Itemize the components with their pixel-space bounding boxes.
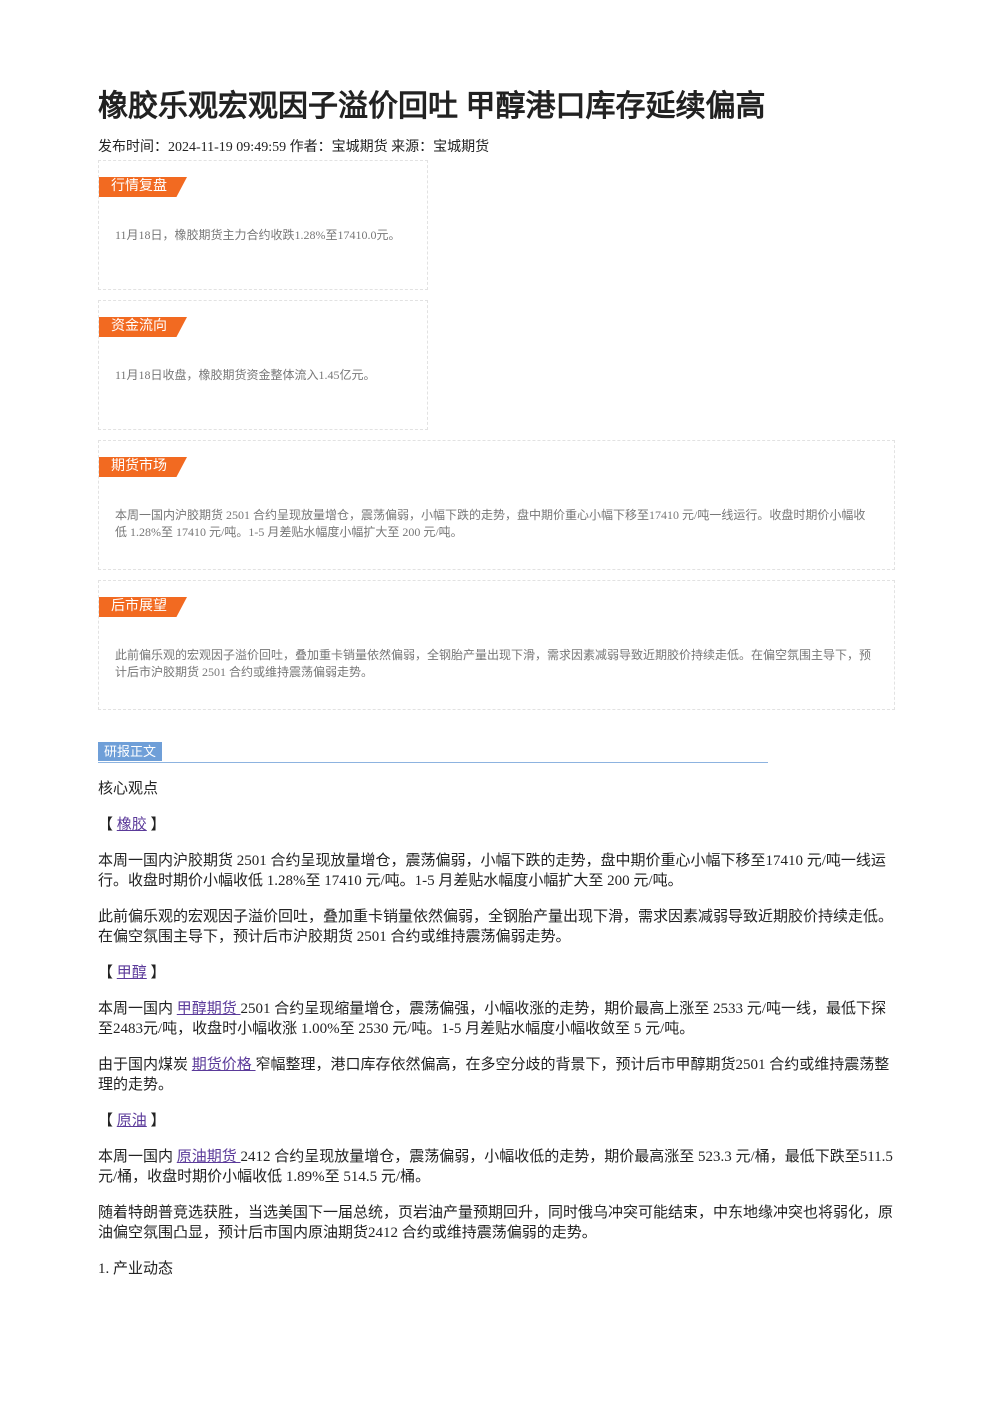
link[interactable]: 原油 — [116, 1113, 147, 1129]
summary-box: 期货市场本周一国内沪胶期货 2501 合约呈现放量增仓，震荡偏弱，小幅下跌的走势… — [98, 440, 895, 570]
box-text: 11月18日，橡胶期货主力合约收跌1.28%至17410.0元。 — [115, 228, 401, 242]
text: 1. 产业动态 — [98, 1261, 174, 1277]
paragraph: 随着特朗普竞选获胜，当选美国下一届总统，页岩油产量预期回升，同时俄乌冲突可能结束… — [98, 1203, 895, 1243]
text: 窄幅整理，港口库存依然偏高，在多空分歧的背景下，预计后市甲醇期货2501 合约或… — [98, 1057, 890, 1093]
summary-boxes: 行情复盘 11月18日，橡胶期货主力合约收跌1.28%至17410.0元。资金流向… — [98, 160, 895, 710]
summary-box: 资金流向 11月18日收盘，橡胶期货资金整体流入1.45亿元。 — [98, 300, 428, 430]
text: 【 — [98, 1113, 117, 1129]
paragraph: 此前偏乐观的宏观因子溢价回吐，叠加重卡销量依然偏弱，全钢胎产量出现下滑，需求因素… — [98, 907, 895, 947]
text: 由于国内煤炭 — [98, 1057, 192, 1073]
link[interactable]: 期货价格 — [191, 1057, 256, 1073]
text: 核心观点 — [98, 781, 159, 797]
paragraph: 本周一国内 原油期货 2412 合约呈现放量增仓，震荡偏弱，小幅收低的走势，期价… — [98, 1147, 895, 1187]
box-tag: 期货市场 — [99, 457, 187, 477]
section-header: 研报正文 — [98, 742, 768, 763]
text: 】 — [146, 1113, 166, 1129]
paragraph: 由于国内煤炭 期货价格 窄幅整理，港口库存依然偏高，在多空分歧的背景下，预计后市… — [98, 1055, 895, 1095]
text: 2412 合约呈现放量增仓，震荡偏弱，小幅收低的走势，期价最高涨至 523.3 … — [98, 1149, 893, 1185]
text: 随着特朗普竞选获胜，当选美国下一届总统，页岩油产量预期回升，同时俄乌冲突可能结束… — [98, 1205, 894, 1241]
paragraph: 【 橡胶 】 — [98, 815, 895, 835]
title: 橡胶乐观宏观因子溢价回吐 甲醇港口库存延续偏高 — [98, 90, 766, 123]
paragraph: 本周一国内沪胶期货 2501 合约呈现放量增仓，震荡偏弱，小幅下跌的走势，盘中期… — [98, 851, 895, 891]
text: 】 — [146, 965, 166, 981]
box-tag: 后市展望 — [99, 597, 187, 617]
text: 【 — [98, 965, 117, 981]
meta: 发布时间：2024-11-19 09:49:59 作者：宝城期货 来源：宝城期货 — [98, 140, 490, 155]
box-tag: 行情复盘 — [99, 177, 187, 197]
article: 橡胶乐观宏观因子溢价回吐 甲醇港口库存延续偏高 发布时间：2024-11-19 … — [98, 86, 895, 1279]
body: 核心观点【 橡胶 】本周一国内沪胶期货 2501 合约呈现放量增仓，震荡偏弱，小… — [98, 779, 895, 1279]
summary-box: 行情复盘 11月18日，橡胶期货主力合约收跌1.28%至17410.0元。 — [98, 160, 428, 290]
text: 本周一国内 — [98, 1149, 177, 1165]
section-label: 研报正文 — [98, 742, 163, 761]
link[interactable]: 甲醇期货 — [176, 1001, 241, 1017]
text: 】 — [146, 817, 166, 833]
text: 2501 合约呈现缩量增仓，震荡偏强，小幅收涨的走势，期价最高上涨至 2533 … — [98, 1001, 886, 1037]
paragraph: 本周一国内 甲醇期货 2501 合约呈现缩量增仓，震荡偏强，小幅收涨的走势，期价… — [98, 999, 895, 1039]
link[interactable]: 原油期货 — [176, 1149, 241, 1165]
paragraph: 1. 产业动态 — [98, 1259, 895, 1279]
link[interactable]: 橡胶 — [116, 817, 147, 833]
paragraph: 【 原油 】 — [98, 1111, 895, 1131]
paragraph: 核心观点 — [98, 779, 895, 799]
link[interactable]: 甲醇 — [116, 965, 147, 981]
box-text: 11月18日收盘，橡胶期货资金整体流入1.45亿元。 — [115, 368, 376, 382]
box-text: 此前偏乐观的宏观因子溢价回吐，叠加重卡销量依然偏弱，全钢胎产量出现下滑，需求因素… — [115, 648, 872, 679]
text: 【 — [98, 817, 117, 833]
box-text: 本周一国内沪胶期货 2501 合约呈现放量增仓，震荡偏弱，小幅下跌的走势，盘中期… — [115, 508, 866, 539]
text: 本周一国内沪胶期货 2501 合约呈现放量增仓，震荡偏弱，小幅下跌的走势，盘中期… — [98, 853, 886, 889]
paragraph: 【 甲醇 】 — [98, 963, 895, 983]
summary-box: 后市展望此前偏乐观的宏观因子溢价回吐，叠加重卡销量依然偏弱，全钢胎产量出现下滑，… — [98, 580, 895, 710]
text: 本周一国内 — [98, 1001, 177, 1017]
box-tag: 资金流向 — [99, 317, 187, 337]
text: 此前偏乐观的宏观因子溢价回吐，叠加重卡销量依然偏弱，全钢胎产量出现下滑，需求因素… — [98, 909, 894, 945]
